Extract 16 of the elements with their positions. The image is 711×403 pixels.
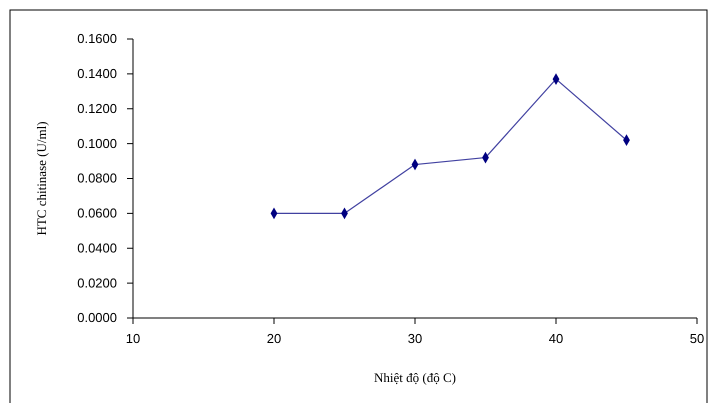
y-axis-title: HTC chitinase (U/ml) [34, 121, 49, 236]
y-tick-label: 0.1200 [77, 100, 117, 116]
y-tick-label: 0.0200 [77, 275, 117, 290]
y-tick-label: 0.0000 [77, 310, 117, 326]
y-tick-label: 0.1000 [77, 136, 117, 151]
x-tick-label: 40 [548, 331, 564, 346]
y-tick-label: 0.0400 [77, 240, 117, 256]
y-tick-label: 0.0600 [77, 206, 117, 221]
y-tick-label: 0.1400 [77, 66, 117, 82]
x-axis-title: Nhiệt độ (độ C) [374, 370, 456, 385]
y-tick-label: 0.1600 [77, 31, 117, 46]
y-tick-label: 0.0800 [77, 170, 117, 186]
x-tick-label: 20 [266, 331, 282, 346]
x-tick-label: 50 [690, 331, 704, 346]
x-tick-label: 10 [126, 331, 140, 346]
x-tick-label: 30 [408, 331, 422, 346]
